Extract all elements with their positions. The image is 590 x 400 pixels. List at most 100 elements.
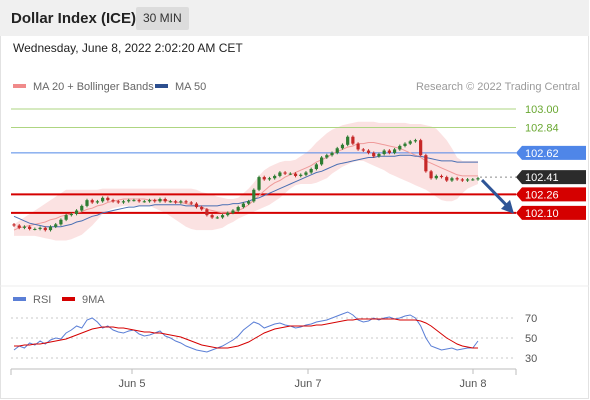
candle-body: [361, 149, 365, 151]
rsi-tick-70: 70: [525, 313, 537, 325]
forecast-arrow-head: [501, 199, 514, 214]
candle-body: [116, 201, 120, 203]
candle-body: [69, 213, 73, 216]
ma-bb-legend-label: MA 20 + Bollinger Bands: [33, 81, 154, 93]
candle-body: [22, 226, 27, 228]
level-label-102.84: 102.84: [525, 123, 559, 135]
candle-body: [465, 179, 470, 181]
candle-body: [106, 197, 110, 201]
candle-body: [372, 152, 376, 157]
ma-bb-legend-swatch: [13, 84, 26, 88]
candle-body: [340, 144, 345, 149]
rsi-ma-legend-label: 9MA: [82, 294, 105, 306]
candle-body: [205, 209, 209, 216]
forecast-arrow: [480, 179, 514, 214]
candle-body: [194, 203, 199, 208]
candle-body: [95, 201, 100, 203]
candle-body: [309, 169, 313, 173]
candles: [12, 135, 480, 232]
candle-body: [247, 201, 251, 204]
candle-body: [288, 173, 292, 175]
rsi-series-RSI: [13, 311, 479, 353]
candle-body: [387, 150, 391, 153]
candle-body: [273, 175, 277, 179]
candle-body: [153, 200, 157, 202]
candle-body: [455, 178, 459, 180]
level-tag-102.62: [516, 145, 586, 160]
candle-body: [48, 226, 53, 231]
candle-body: [335, 148, 339, 153]
widget-header: Dollar Index (ICE) 30 MIN: [0, 0, 589, 36]
price-tags: 103.00 102.84 102.62 102.41 102.26 102.10: [516, 104, 586, 220]
candle-body: [366, 150, 371, 153]
forecast-arrow-shaft: [480, 179, 511, 209]
candle-body: [168, 201, 173, 203]
candle-body: [257, 177, 261, 190]
ma50-legend-label: MA 50: [175, 81, 206, 93]
instrument-title: Dollar Index (ICE): [11, 10, 137, 27]
candle-body: [184, 201, 188, 203]
candle-body: [445, 177, 449, 181]
candle-body: [267, 178, 272, 180]
candle-body: [241, 203, 245, 208]
candle-body: [252, 189, 256, 202]
bollinger-area: [14, 121, 478, 241]
ma50-legend-swatch: [155, 84, 168, 88]
candle-body: [33, 228, 37, 230]
candle-body: [226, 212, 230, 216]
level-tag-102.26: [516, 187, 586, 202]
candle-body: [283, 172, 287, 174]
candle-body: [12, 224, 16, 226]
candle-body: [38, 227, 42, 229]
candle-body: [299, 174, 303, 176]
candle-body: [319, 157, 324, 165]
candle-body: [429, 171, 433, 179]
candle-body: [434, 175, 438, 179]
time-axis: Jun 5 Jun 7 Jun 8: [119, 369, 486, 390]
candle-body: [43, 227, 47, 231]
candle-body: [460, 179, 464, 181]
level-tag-102.41: [516, 170, 586, 185]
candle-body: [293, 173, 298, 176]
candle-body: [351, 136, 355, 144]
candle-body: [147, 200, 152, 202]
candle-body: [346, 136, 350, 145]
candle-body: [330, 152, 334, 156]
candle-body: [64, 215, 68, 220]
candle-body: [236, 207, 240, 211]
candle-body: [121, 201, 126, 203]
x-tick-label: Jun 5: [119, 378, 146, 390]
candle-body: [419, 140, 423, 156]
rsi-tick-30: 30: [525, 353, 537, 365]
candle-body: [174, 201, 178, 203]
candle-body: [325, 155, 329, 158]
candle-body: [74, 210, 79, 214]
level-tag-text-102.26: 102.26: [525, 189, 559, 201]
candle-body: [356, 143, 360, 150]
candle-body: [17, 225, 21, 228]
candle-body: [220, 215, 225, 218]
candle-body: [132, 200, 136, 202]
source-credit: Research © 2022 Trading Central: [416, 81, 580, 93]
timeframe-badge[interactable]: 30 MIN: [136, 7, 189, 30]
candle-body: [54, 224, 58, 227]
rsi-series-9MA: [14, 318, 478, 349]
candle-body: [28, 226, 32, 229]
rsi-tick-50: 50: [525, 333, 537, 345]
level-tag-text-102.41: 102.41: [525, 172, 559, 184]
level-tag-text-102.10: 102.10: [525, 208, 559, 220]
candle-body: [424, 155, 428, 172]
candle-body: [392, 149, 397, 153]
level-label-103.00: 103.00: [525, 104, 559, 116]
candle-body: [210, 215, 214, 218]
timestamp: Wednesday, June 8, 2022 2:02:20 AM CET: [13, 41, 243, 55]
rsi-panel: 70 50 30: [11, 311, 537, 365]
candle-body: [231, 210, 235, 213]
candle-body: [450, 178, 454, 181]
candle-body: [314, 164, 318, 170]
rsi-ma-legend-swatch: [62, 297, 75, 301]
candle-body: [179, 201, 183, 203]
candle-body: [471, 179, 475, 181]
candle-body: [80, 205, 84, 211]
